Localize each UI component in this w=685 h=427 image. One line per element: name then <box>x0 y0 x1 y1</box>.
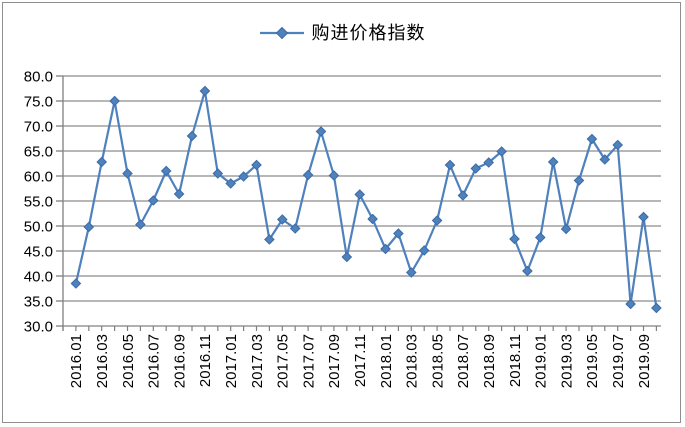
y-axis-tick-label: 45.0 <box>24 243 53 260</box>
data-point-marker <box>509 233 520 245</box>
x-axis-tick-label: 2018.11 <box>507 334 524 387</box>
data-point-marker <box>625 298 636 310</box>
x-axis-tick-label: 2016.01 <box>68 334 85 388</box>
x-axis-tick-label: 2018.07 <box>455 334 472 388</box>
data-point-marker <box>534 232 546 243</box>
data-point-marker <box>651 302 662 314</box>
data-point-marker <box>483 157 495 168</box>
data-point-marker <box>225 178 237 189</box>
data-point-marker <box>276 214 288 225</box>
x-axis-tick-label: 2019.07 <box>610 334 627 388</box>
data-point-marker <box>457 190 469 201</box>
data-point-marker <box>160 165 172 177</box>
data-point-marker <box>135 219 146 230</box>
data-point-marker <box>638 211 649 223</box>
data-point-marker <box>418 245 430 256</box>
data-point-marker <box>199 85 211 97</box>
data-point-marker <box>122 168 133 179</box>
x-axis-tick-label: 2018.09 <box>481 334 498 388</box>
data-point-marker <box>354 189 366 200</box>
x-axis-tick-label: 2017.11 <box>352 334 369 387</box>
data-point-marker <box>186 130 198 142</box>
data-point-marker <box>70 278 82 289</box>
data-point-marker <box>560 223 572 235</box>
data-point-marker <box>302 169 314 181</box>
data-point-marker <box>173 188 185 200</box>
data-point-marker <box>599 154 611 165</box>
legend: 购进价格指数 <box>0 20 685 46</box>
legend-series-label: 购进价格指数 <box>311 23 426 43</box>
y-axis-tick-label: 50.0 <box>24 218 53 235</box>
x-axis-tick-label: 2019.01 <box>533 334 550 388</box>
legend-line-marker-icon <box>259 26 304 40</box>
x-axis-tick-label: 2016.11 <box>197 334 214 387</box>
y-axis-tick-label: 40.0 <box>24 268 53 285</box>
data-point-marker <box>405 267 417 278</box>
data-point-marker <box>522 265 533 277</box>
data-point-marker <box>444 159 456 171</box>
data-point-marker <box>212 168 224 179</box>
data-point-marker <box>547 156 559 168</box>
data-point-marker <box>367 213 378 225</box>
x-axis-tick-label: 2018.03 <box>404 334 421 388</box>
x-axis-tick-label: 2018.05 <box>429 334 446 388</box>
data-point-marker <box>96 156 108 168</box>
x-axis-tick-label: 2019.03 <box>558 334 575 388</box>
data-point-marker <box>264 234 275 245</box>
data-point-marker <box>238 171 249 182</box>
y-axis-tick-label: 55.0 <box>24 193 53 210</box>
data-point-marker <box>83 221 95 233</box>
y-axis-tick-label: 75.0 <box>24 93 53 110</box>
x-axis-tick-label: 2017.01 <box>223 334 240 388</box>
chart-outer-border <box>2 2 681 423</box>
y-axis-tick-label: 80.0 <box>24 68 53 85</box>
data-point-marker <box>289 223 301 234</box>
data-point-marker <box>380 243 391 255</box>
data-point-marker <box>470 163 482 174</box>
x-axis-tick-label: 2019.09 <box>636 334 653 388</box>
data-point-marker <box>328 170 340 181</box>
data-point-marker <box>573 175 585 186</box>
x-axis-tick-label: 2017.09 <box>326 334 343 388</box>
y-axis-tick-label: 65.0 <box>24 143 53 160</box>
x-axis-tick-label: 2016.07 <box>146 334 163 388</box>
data-line-series <box>74 89 658 309</box>
x-axis-tick-label: 2016.05 <box>120 334 137 388</box>
data-point-marker <box>393 228 404 239</box>
x-axis-tick-label: 2017.03 <box>249 334 266 388</box>
x-axis-tick-label: 2016.09 <box>171 334 188 388</box>
data-point-marker <box>109 95 120 107</box>
data-point-marker <box>431 215 443 226</box>
data-point-marker <box>341 251 353 263</box>
y-axis-tick-label: 35.0 <box>24 293 53 310</box>
x-axis-tick-label: 2019.05 <box>584 334 601 388</box>
x-axis-tick-label: 2018.01 <box>378 334 395 388</box>
data-point-marker <box>251 159 262 171</box>
x-axis-tick-label: 2017.07 <box>300 334 317 388</box>
data-point-marker <box>315 126 327 137</box>
y-axis-tick-label: 70.0 <box>24 118 53 135</box>
x-axis-tick-label: 2016.03 <box>94 334 111 388</box>
y-axis-tick-label: 60.0 <box>24 168 53 185</box>
data-point-marker <box>612 139 624 151</box>
data-point-marker <box>496 146 507 157</box>
x-axis-tick-label: 2017.05 <box>275 334 292 388</box>
data-point-marker <box>147 195 159 206</box>
data-point-marker <box>586 133 598 145</box>
y-axis-tick-label: 30.0 <box>24 318 53 335</box>
